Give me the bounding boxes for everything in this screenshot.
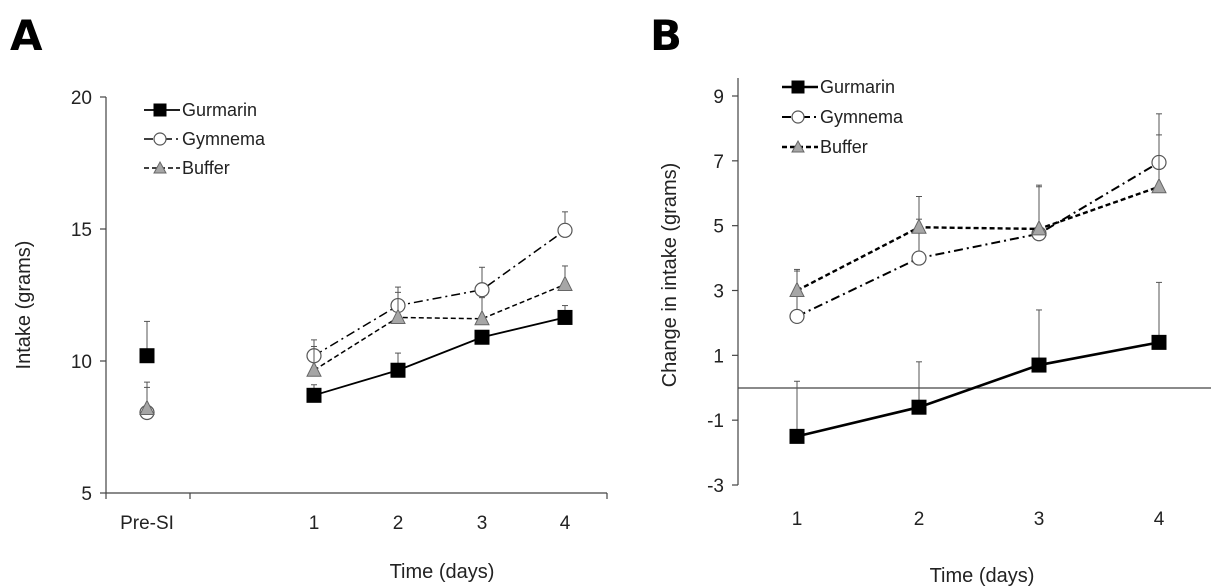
panel-a-x-tick-label: 3 (477, 513, 488, 534)
panel-a-buffer-point (139, 399, 155, 416)
panel-b-gurmarin-point (1031, 357, 1047, 373)
panel-b-buffer-point (1151, 177, 1167, 194)
panel-b-x-ticks: 1 2 3 4 (792, 509, 1165, 530)
panel-b-y-tick-label: 7 (713, 152, 724, 173)
panel-b-gurmarin-point (789, 428, 805, 444)
panel-a-y-tick-label: 20 (71, 88, 92, 109)
panel-a-gurmarin-line (313, 316, 566, 397)
panel-a-legend-gymnema-label: Gymnema (182, 129, 266, 149)
panel-b-legend-gurmarin-marker (791, 80, 805, 94)
panel-b-x-tick-label: 2 (914, 509, 925, 530)
panel-b-y-tick-label: -1 (707, 411, 724, 432)
panel-b-y-tick-label: 3 (713, 282, 724, 303)
panel-b-series-gurmarin (789, 281, 1167, 444)
panel-b-y-tick-label: -3 (707, 476, 724, 497)
panel-b-gymnema-point (789, 308, 805, 325)
panel-a-y-tick-label: 10 (71, 352, 92, 373)
panel-a-y-tick-label: 15 (71, 220, 92, 241)
panel-a-x-tick-label: 2 (393, 513, 404, 534)
panel-b-buffer-point (789, 281, 805, 297)
panel-b-buffer-line (796, 185, 1160, 292)
panel-letter-a: A (10, 11, 43, 60)
panel-a-buffer-point (306, 361, 322, 377)
panel-b-x-tick-label: 3 (1034, 509, 1045, 530)
panel-a-series (139, 211, 573, 421)
panel-a-y-tick-label: 5 (81, 484, 92, 505)
panel-a-x-ticks: Pre-SI 1 2 3 4 (105, 493, 608, 534)
panel-a-gurmarin-point (474, 329, 490, 345)
panel-a-series-gymnema (139, 211, 573, 421)
panel-b-gymnema-line (796, 161, 1160, 318)
panel-a-x-axis-title: Time (days) (390, 561, 495, 583)
panel-a-y-axis-title: Intake (grams) (13, 241, 35, 370)
panel-b-gurmarin-point (911, 399, 927, 415)
panel-b-y-tick-label: 5 (713, 217, 724, 238)
panel-b-x-axis-title: Time (days) (930, 565, 1035, 587)
panel-b-legend-gurmarin-label: Gurmarin (820, 77, 895, 97)
panel-b-x-tick-label: 1 (792, 509, 803, 530)
panel-a-x-tick-label: 1 (309, 513, 320, 534)
panel-b-buffer-point (911, 218, 927, 234)
panel-b-y-tick-label: 9 (713, 87, 724, 108)
panel-a-legend-gurmarin-label: Gurmarin (182, 100, 257, 120)
panel-a: A 5 10 15 20 Pre-SI 1 2 3 4 Gurmarin Gymnema Buff… (10, 11, 608, 583)
panel-b-y-axis-title: Change in intake (grams) (659, 163, 681, 388)
panel-b-legend-gymnema-marker (791, 110, 805, 124)
panel-a-legend: Gurmarin Gymnema Buffer (144, 100, 266, 178)
panel-a-legend-gurmarin-marker (153, 103, 167, 117)
panel-a-legend-gymnema-marker (153, 132, 167, 146)
panel-a-gurmarin-point (306, 387, 322, 403)
panel-b-x-tick-label: 4 (1154, 509, 1165, 530)
panel-a-x-tick-label: Pre-SI (120, 513, 174, 534)
panel-a-legend-buffer-marker (153, 160, 167, 174)
panel-b-legend-buffer-label: Buffer (820, 137, 868, 157)
panel-b-series-buffer (789, 134, 1167, 297)
panel-a-gymnema-point (474, 282, 490, 298)
panel-a-y-ticks: 5 10 15 20 (71, 88, 106, 505)
panel-a-gurmarin-point (139, 348, 155, 364)
panel-b-y-ticks: -3 -1 1 3 5 7 9 (707, 87, 738, 497)
panel-a-buffer-point (474, 309, 490, 326)
panel-a-buffer-point (390, 308, 406, 324)
panel-b-gurmarin-line (796, 341, 1160, 438)
panel-b-gurmarin-point (1151, 334, 1167, 350)
panel-b-series (789, 113, 1167, 444)
panel-b: B -3 -1 1 3 5 7 9 1 2 3 4 Gurmarin Gymnema Buffer T… (650, 11, 1211, 587)
panel-a-buffer-line (313, 283, 566, 371)
panel-a-gymnema-point (557, 222, 573, 238)
panel-b-gymnema-point (911, 250, 927, 266)
panel-a-x-tick-label: 4 (560, 513, 571, 534)
panel-a-gurmarin-point (390, 362, 406, 378)
panel-letter-b: B (650, 11, 682, 60)
panel-b-legend: Gurmarin Gymnema Buffer (782, 77, 904, 157)
panel-b-legend-buffer-marker (791, 139, 805, 153)
panel-b-y-tick-label: 1 (713, 346, 724, 367)
panel-a-legend-buffer-label: Buffer (182, 158, 230, 178)
panel-a-series-buffer (139, 265, 573, 416)
panel-a-buffer-point (557, 275, 573, 291)
panel-a-gurmarin-point (557, 309, 573, 325)
panel-b-buffer-point (1031, 219, 1047, 236)
panel-b-legend-gymnema-label: Gymnema (820, 107, 904, 127)
panel-a-series-gurmarin (139, 305, 573, 403)
panel-a-gymnema-line (313, 229, 566, 357)
